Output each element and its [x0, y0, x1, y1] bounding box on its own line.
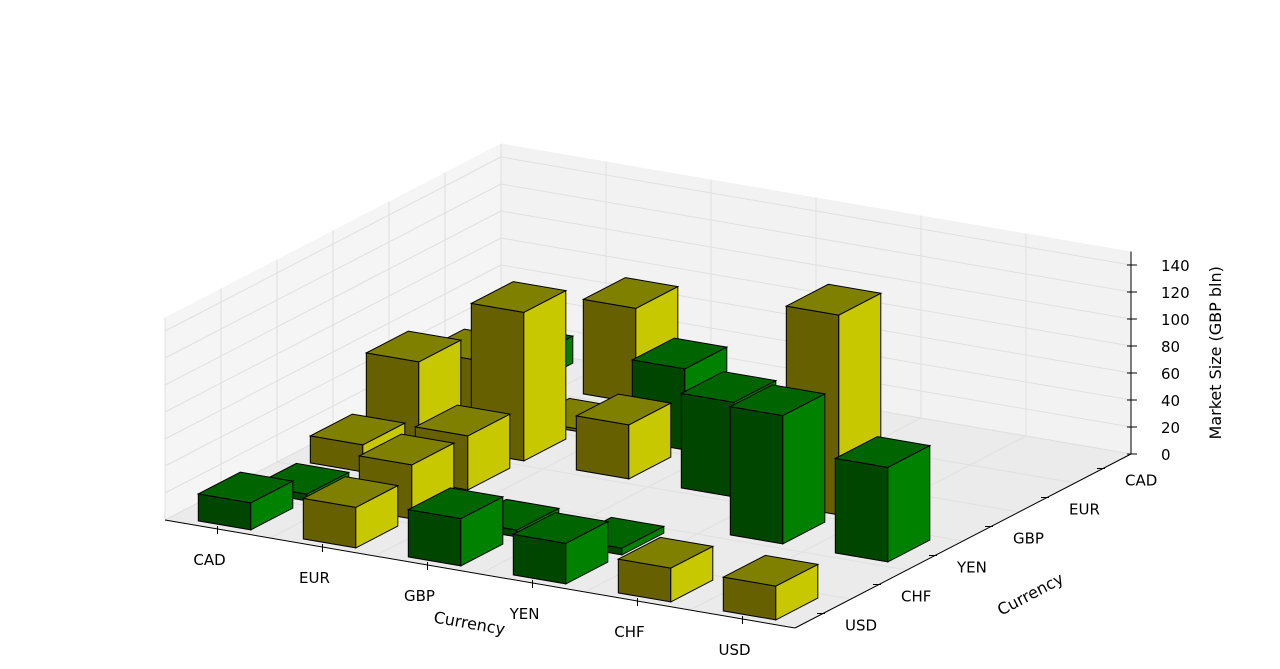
bar-front-face: [729, 406, 784, 545]
bar-top-face: [364, 330, 463, 363]
axes: USDCHFYENGBPEURCADUSDCHFYENGBPEURCAD0204…: [164, 251, 1190, 659]
z-tick-label: 80: [1161, 338, 1180, 356]
x-tick-label: YEN: [509, 605, 540, 623]
bar-top-face: [581, 277, 680, 309]
bar-side-face: [523, 289, 567, 462]
bar-cad-usd: [196, 471, 295, 531]
bar-top-face: [833, 436, 932, 468]
back-grid-line: [500, 156, 1132, 266]
bar-usd-yen: [833, 436, 932, 563]
y-tick-label: CHF: [901, 588, 931, 606]
x-tick-label: EUR: [299, 569, 330, 587]
z-tick-label: 60: [1161, 365, 1180, 383]
bar-top-face: [469, 281, 568, 313]
bar-top-face: [630, 337, 729, 370]
side-grid-line: [164, 264, 502, 440]
y-tick-label: GBP: [1013, 530, 1044, 548]
side-grid-line: [164, 183, 502, 359]
z-tick-label: 100: [1161, 311, 1190, 329]
back-grid-line: [500, 183, 1132, 293]
side-grid-line: [164, 210, 502, 386]
y-tick-label: USD: [845, 617, 877, 635]
side-grid-line: [164, 237, 502, 413]
x-axis-title: Currency: [432, 608, 506, 639]
bar-top-face: [679, 371, 778, 403]
z-tick-label: 0: [1161, 446, 1171, 464]
side-grid-line: [164, 291, 502, 467]
z-tick-label: 20: [1161, 419, 1180, 437]
y-tick-label: YEN: [956, 559, 987, 577]
x-tick-label: GBP: [404, 587, 435, 605]
bar-gbp-usd: [406, 487, 505, 567]
bar-top-face: [616, 536, 715, 569]
z-axis-title: Market Size (GBP bln): [1206, 266, 1225, 439]
bar-top-face: [301, 476, 400, 508]
bar-top-face: [784, 283, 883, 316]
bar-front-face: [834, 457, 889, 563]
bar-side-face: [782, 393, 826, 545]
bar-eur-usd: [301, 476, 400, 549]
x-tick-label: USD: [718, 641, 750, 659]
bar-yen-usd: [511, 512, 610, 585]
y-axis-line: [794, 453, 1132, 629]
bar-top-face: [413, 404, 512, 437]
bar-top-face: [196, 471, 295, 504]
bar-chf-usd: [616, 536, 715, 603]
bar-front-face: [582, 298, 637, 404]
bar-top-face: [511, 512, 610, 544]
bar-usd-usd: [721, 554, 820, 621]
back-grid-line: [500, 210, 1132, 320]
bar-front-face: [680, 392, 735, 498]
bar-top-face: [721, 554, 820, 587]
x-tick-label: CHF: [614, 623, 644, 641]
bar-chf-yen: [728, 384, 827, 545]
x-axis-line: [164, 519, 796, 629]
bar-top-face: [406, 487, 505, 520]
bar-top-face: [728, 384, 827, 417]
y-tick-label: CAD: [1125, 472, 1157, 490]
z-tick-label: 140: [1161, 257, 1190, 275]
z-tick-label: 40: [1161, 392, 1180, 410]
bar-top-face: [308, 413, 407, 446]
bars: [196, 277, 932, 621]
bar-top-face: [574, 393, 673, 426]
bar-gbp-gbp: [574, 393, 673, 480]
y-tick-label: EUR: [1069, 501, 1100, 519]
y-axis-title: Currency: [994, 569, 1067, 620]
bar-top-face: [357, 433, 456, 466]
x-tick-label: CAD: [193, 551, 225, 569]
bar-front-face: [575, 415, 630, 480]
z-tick-label: 120: [1161, 284, 1190, 302]
bar-front-face: [407, 509, 462, 567]
side-grid-line: [164, 156, 502, 332]
